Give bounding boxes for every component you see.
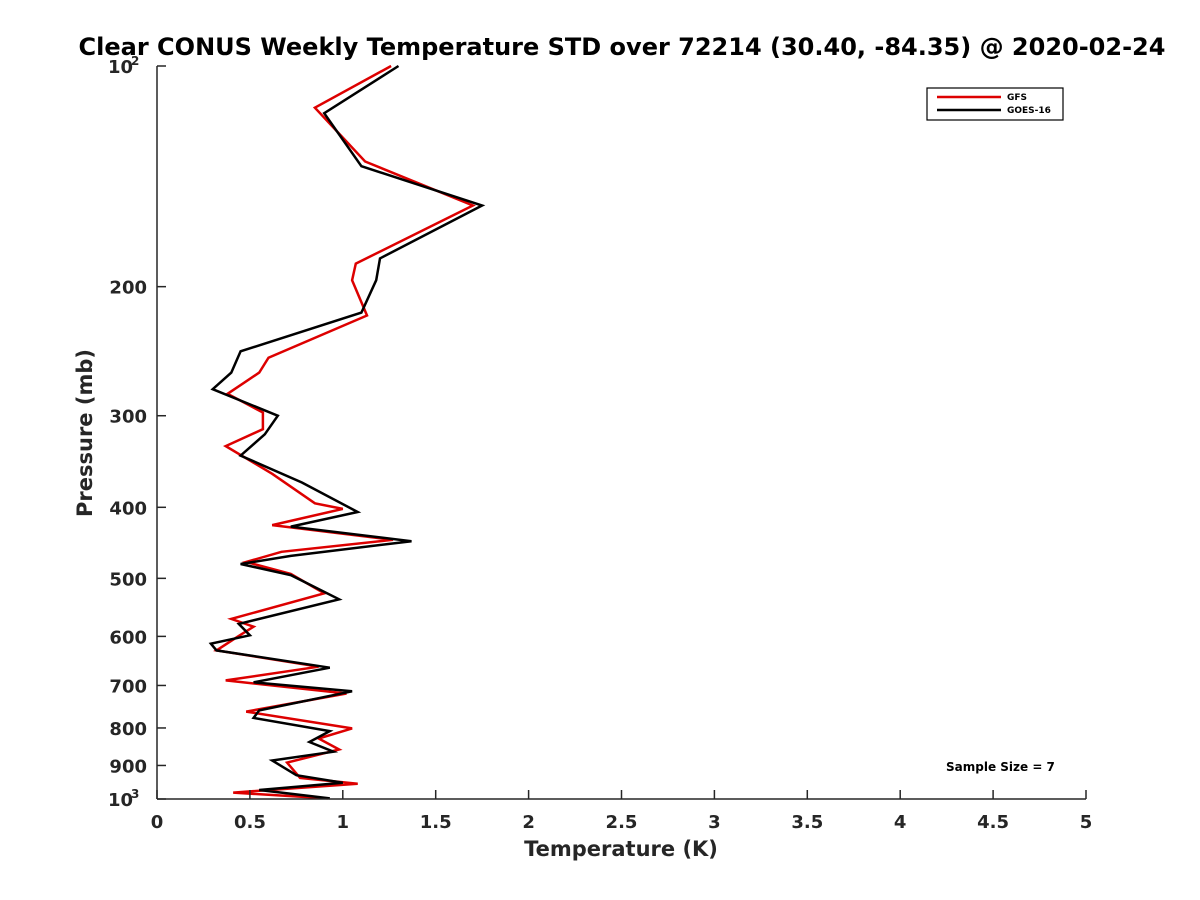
sample-size-annotation: Sample Size = 7: [946, 760, 1055, 774]
y-tick-base: 10: [108, 790, 133, 811]
y-tick-label: 102: [108, 54, 139, 78]
x-axis-label: Temperature (K): [524, 837, 718, 861]
y-tick-label: 500: [109, 569, 147, 590]
x-ticks: 0 0.5 1 1.5 2 2.5 3 3.5 4 4.5 5: [151, 790, 1093, 833]
series-line-gfs: [213, 64, 476, 800]
y-tick-label: 800: [109, 719, 147, 740]
x-tick-label: 3.5: [791, 812, 823, 833]
y-tick-label: 700: [109, 676, 147, 697]
y-tick-label: 400: [109, 498, 147, 519]
x-tick-label: 5: [1080, 812, 1093, 833]
x-tick-label: 2.5: [606, 812, 638, 833]
y-tick-label: 103: [108, 787, 139, 811]
x-tick-label: 4: [894, 812, 907, 833]
x-tick-label: 4.5: [977, 812, 1009, 833]
x-tick-label: 1: [337, 812, 350, 833]
x-tick-label: 3: [708, 812, 721, 833]
x-tick-label: 1.5: [420, 812, 452, 833]
legend-label-gfs: GFS: [1007, 93, 1027, 103]
x-tick-label: 0.5: [234, 812, 266, 833]
y-axis-label: Pressure (mb): [73, 349, 97, 517]
x-tick-label: 2: [522, 812, 535, 833]
y-tick-label: 600: [109, 627, 147, 648]
plot-area: 0 0.5 1 1.5 2 2.5 3 3.5 4 4.5 5 102200300400500600…: [108, 54, 1092, 833]
legend: GFS GOES-16: [926, 87, 1064, 121]
y-tick-exponent: 2: [131, 54, 139, 68]
y-tick-exponent: 3: [131, 787, 139, 801]
y-tick-label: 900: [109, 756, 147, 777]
y-tick-base: 10: [108, 57, 133, 78]
series-line-goes16: [208, 64, 486, 800]
y-tick-label: 300: [109, 407, 147, 428]
series-layer: [208, 64, 486, 800]
y-tick-label: 200: [109, 278, 147, 299]
plot-background: [157, 66, 1086, 799]
legend-label-goes16: GOES-16: [1007, 106, 1051, 116]
x-tick-label: 0: [151, 812, 164, 833]
chart-title: Clear CONUS Weekly Temperature STD over …: [79, 33, 1166, 61]
legend-box: [926, 87, 1064, 121]
